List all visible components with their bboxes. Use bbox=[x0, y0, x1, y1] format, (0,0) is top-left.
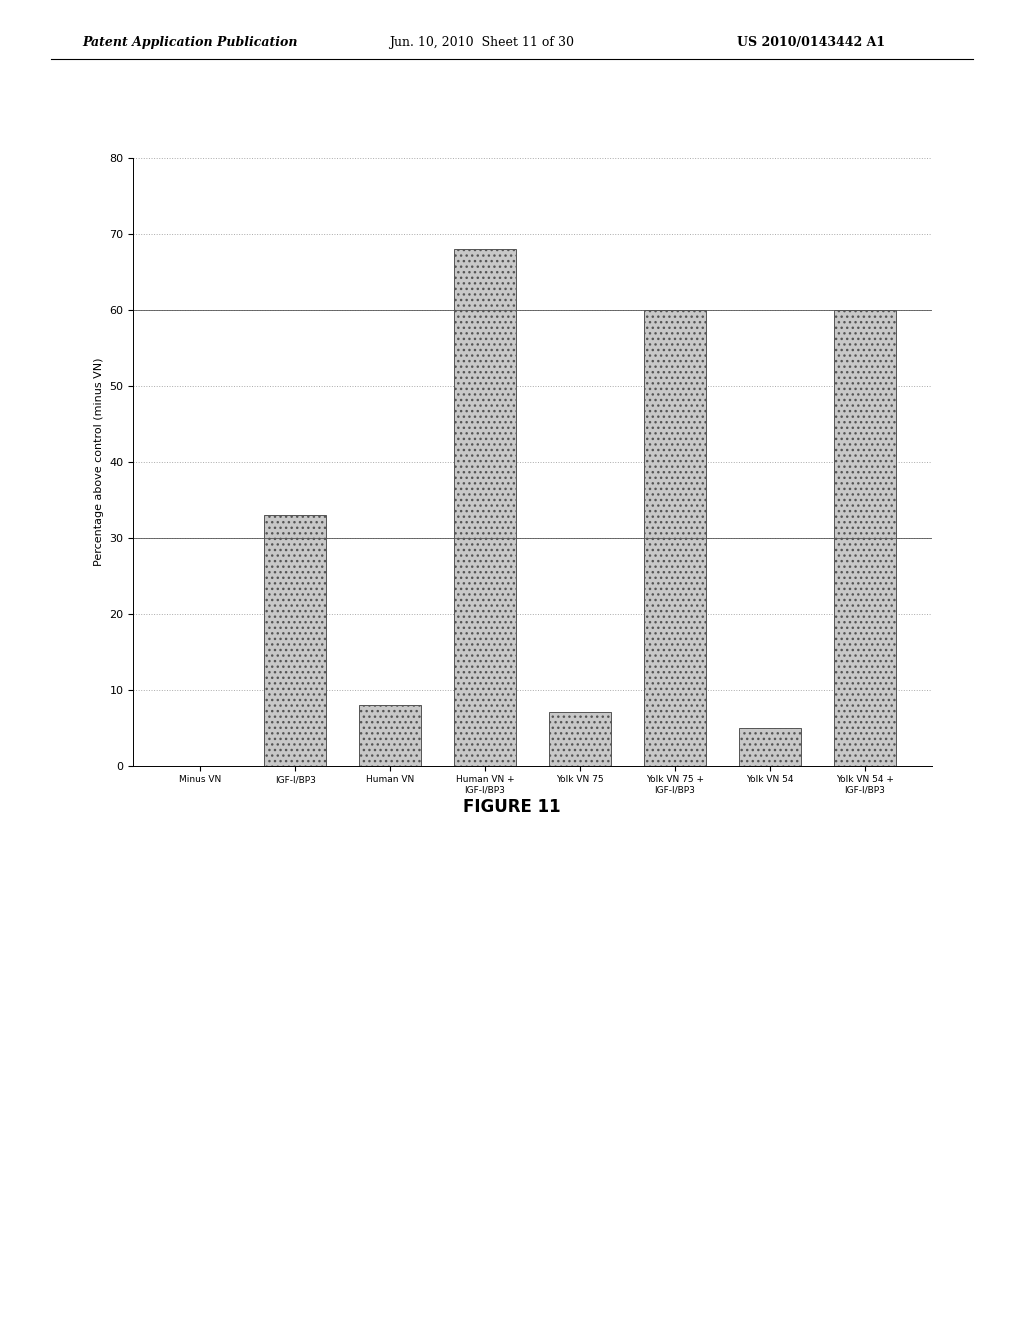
Bar bbox=[359, 705, 421, 766]
Bar bbox=[264, 515, 326, 766]
Y-axis label: Percentage above control (minus VN): Percentage above control (minus VN) bbox=[94, 358, 103, 566]
Bar bbox=[455, 249, 516, 766]
Text: Patent Application Publication: Patent Application Publication bbox=[82, 36, 297, 49]
Bar bbox=[739, 727, 801, 766]
Bar bbox=[834, 310, 896, 766]
Bar bbox=[549, 713, 610, 766]
Bar bbox=[644, 310, 706, 766]
Text: US 2010/0143442 A1: US 2010/0143442 A1 bbox=[737, 36, 886, 49]
Text: Jun. 10, 2010  Sheet 11 of 30: Jun. 10, 2010 Sheet 11 of 30 bbox=[389, 36, 574, 49]
Text: FIGURE 11: FIGURE 11 bbox=[463, 797, 561, 816]
